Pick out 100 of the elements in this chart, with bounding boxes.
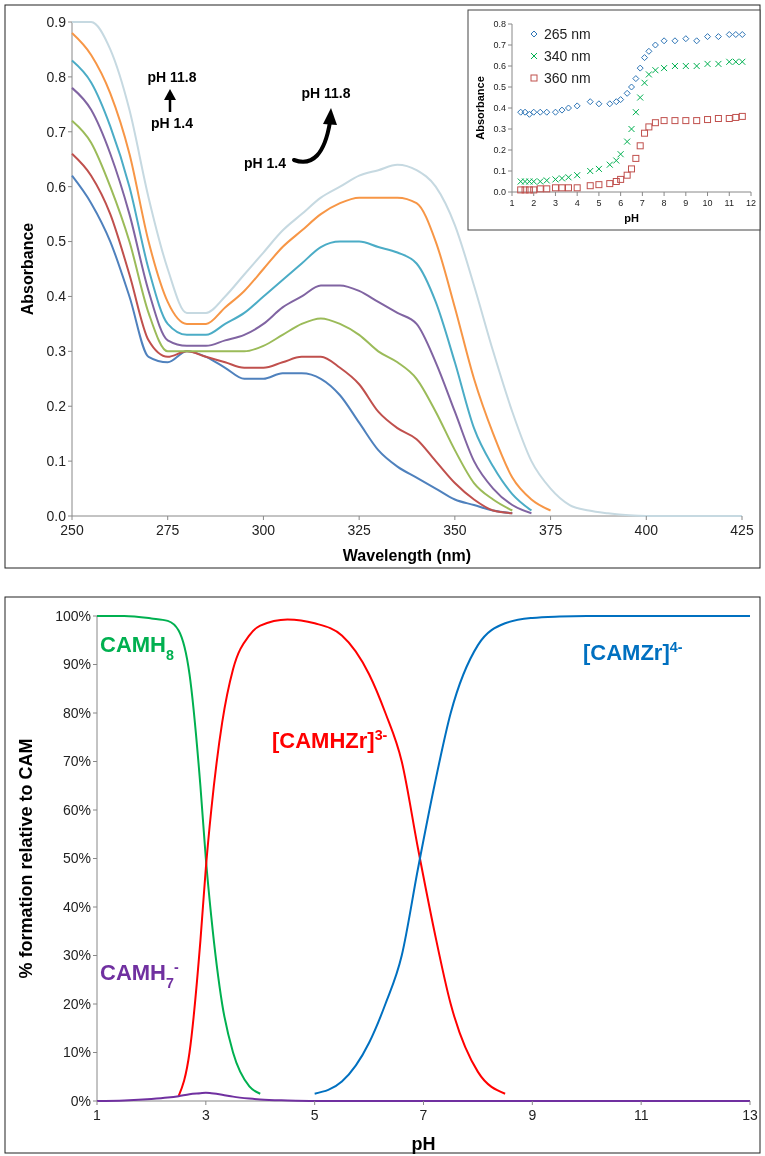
annotation: pH 1.4 [150,115,194,131]
x-axis-title: pH [411,1134,436,1154]
annotation: pH 11.8 [147,69,197,85]
point [551,108,559,116]
x-tick-label: 7 [419,1107,428,1123]
point [693,117,701,125]
series-label: [CAMZr]$^{4-}$ [583,639,683,665]
point [517,108,525,116]
point [586,167,594,175]
point [525,110,533,118]
point [623,138,631,146]
x-tick-label: 5 [310,1107,319,1123]
x-tick-label: 4 [574,198,580,208]
y-axis-title: Absorbance [474,76,486,140]
y-tick-label: 50% [62,850,91,867]
point [558,184,566,192]
y-tick-label: 80% [62,704,91,721]
point [564,104,572,112]
legend-label: 340 nm [544,47,591,64]
point [628,125,635,133]
series-label: [CAMHZr]$^{3-}$ [272,727,388,753]
y-tick-label: 0.0 [493,187,506,198]
x-tick-label: 3 [201,1107,210,1123]
x-tick-label: 300 [251,522,276,538]
point [543,108,551,116]
y-tick-label: 0.1 [46,453,67,470]
annotation: pH 11.8 [301,85,351,101]
y-tick-label: 30% [62,947,91,964]
y-tick-label: 0.5 [493,82,506,93]
y-tick-label: 0.3 [46,343,67,360]
point [628,83,635,91]
point [636,94,644,101]
x-tick-label: 325 [347,522,372,538]
point [595,181,603,189]
point [725,31,733,38]
y-tick-label: 0.4 [493,103,506,114]
y-axis-title: Absorbance [19,222,36,316]
point [551,184,559,192]
point [521,108,529,116]
point [714,115,722,122]
legend-label: 360 nm [544,69,591,86]
point [632,154,640,162]
point [660,117,668,125]
y-tick-label: 60% [62,801,91,818]
point [564,184,572,192]
y-tick-label: 0.9 [46,13,67,30]
x-tick-label: 1 [93,1107,102,1123]
point [693,37,701,45]
point [573,184,581,192]
point [738,112,746,120]
point [641,54,649,62]
series-label: CAMH$_{8}$ [100,632,174,663]
x-tick-label: 5 [596,198,602,208]
point [660,37,668,45]
point [628,165,635,173]
y-tick-label: 0.8 [46,68,67,85]
y-tick-label: 40% [62,898,91,915]
y-tick-label: 0.2 [46,398,67,415]
point [738,31,746,38]
x-tick-label: 8 [661,198,667,208]
x-tick-label: 12 [745,198,757,208]
legend-label: 265 nm [544,25,591,42]
x-tick-label: 10 [702,198,713,208]
x-tick-label: 13 [742,1107,758,1123]
x-axis-title: pH [624,212,639,224]
point [525,186,533,194]
x-tick-label: 11 [633,1107,649,1123]
point [645,70,653,78]
x-tick-label: 2 [531,198,537,208]
x-tick-label: 275 [156,522,180,538]
y-tick-label: 0.0 [46,507,67,524]
point [521,186,529,194]
point [595,100,603,108]
x-tick-label: 7 [639,198,645,208]
point [623,89,631,97]
y-tick-label: 0.8 [493,19,506,30]
x-tick-label: 375 [538,522,563,538]
x-tick-label: 9 [528,1107,537,1123]
x-tick-label: 400 [634,522,659,538]
y-tick-label: 0.1 [493,166,506,177]
point [704,116,712,124]
point [612,178,620,185]
point [636,64,644,72]
point [714,33,722,41]
line-series [96,615,262,1095]
point [536,185,544,193]
point [714,60,722,68]
point [732,31,740,38]
y-tick-label: 70% [62,753,91,770]
y-tick-label: 100% [55,607,91,624]
x-tick-label: 6 [618,198,624,208]
point [693,62,701,70]
x-tick-label: 11 [724,198,734,208]
y-tick-label: 0.6 [493,61,506,72]
point [517,186,525,194]
point [682,117,690,125]
x-axis-title: Wavelength (nm) [342,547,472,564]
point [632,108,640,116]
point [543,185,551,193]
point [732,113,740,121]
